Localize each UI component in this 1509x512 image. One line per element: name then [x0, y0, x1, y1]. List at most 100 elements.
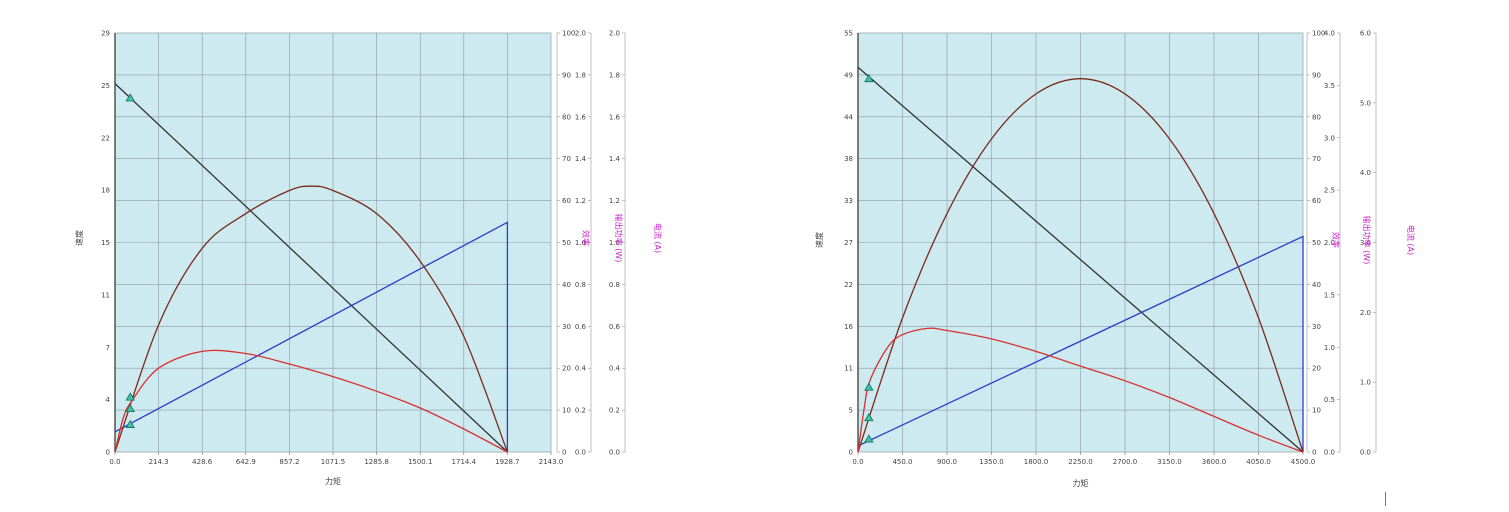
y2-axis-label: 效率 — [581, 230, 591, 246]
y-axis-label: 速度 — [74, 230, 84, 246]
y2-tick-label: 70 — [562, 155, 571, 163]
y4-axis-label: 电流 (A) — [653, 223, 663, 253]
operating-point-marker — [125, 392, 135, 401]
y4-tick-label: 2.0 — [1360, 309, 1371, 317]
y3-tick-label: 1.4 — [575, 155, 587, 163]
y2-tick-label: 60 — [562, 197, 571, 205]
y2-tick-label: 100 — [1312, 30, 1325, 38]
y4-tick-label: 1.6 — [609, 113, 621, 121]
y4-tick-label: 0.2 — [609, 407, 620, 415]
y4-tick-label: 1.0 — [1360, 379, 1371, 387]
y3-tick-label: 1.0 — [1324, 344, 1335, 352]
y-tick-label: 15 — [101, 239, 110, 247]
x-tick-label: 1071.5 — [321, 458, 346, 466]
y2-tick-label: 0 — [562, 449, 566, 457]
operating-point-marker — [864, 382, 874, 391]
y3-tick-label: 1.2 — [575, 197, 586, 205]
y3-tick-label: 1.5 — [1324, 291, 1335, 299]
y-tick-label: 11 — [844, 365, 853, 373]
x-tick-label: 900.0 — [937, 458, 957, 466]
y3-tick-label: 2.0 — [1324, 239, 1335, 247]
y4-tick-label: 0.4 — [609, 365, 621, 373]
y4-tick-label: 1.4 — [609, 155, 621, 163]
y-tick-label: 11 — [101, 291, 110, 299]
y-tick-label: 55 — [844, 30, 853, 38]
y3-tick-label: 0.6 — [575, 323, 587, 331]
x-tick-label: 2700.0 — [1113, 458, 1138, 466]
y4-tick-label: 0.8 — [609, 281, 620, 289]
y2-tick-label: 80 — [562, 113, 571, 121]
series-output-line — [114, 185, 509, 453]
y3-tick-label: 0.5 — [1324, 396, 1335, 404]
x-tick-label: 1928.7 — [495, 458, 520, 466]
y-tick-label: 33 — [844, 197, 853, 205]
x-tick-label: 857.2 — [279, 458, 299, 466]
x-tick-label: 214.3 — [149, 458, 169, 466]
x-tick-label: 1500.1 — [408, 458, 433, 466]
y2-tick-label: 40 — [562, 281, 571, 289]
y3-tick-label: 2.0 — [575, 30, 586, 38]
y-tick-label: 38 — [844, 155, 853, 163]
y-tick-label: 0 — [106, 449, 110, 457]
y-tick-label: 0 — [849, 449, 853, 457]
series-output-line — [857, 78, 1304, 453]
y3-tick-label: 3.5 — [1324, 82, 1335, 90]
y-tick-label: 27 — [844, 239, 853, 247]
y-tick-label: 22 — [844, 281, 853, 289]
series-efficiency-line — [114, 349, 508, 453]
x-tick-label: 642.9 — [236, 458, 256, 466]
y-tick-label: 29 — [101, 30, 110, 38]
y2-tick-label: 60 — [1312, 197, 1321, 205]
x-tick-label: 2143.0 — [539, 458, 564, 466]
y3-tick-label: 1.0 — [575, 239, 586, 247]
series-speed-line — [857, 66, 1304, 453]
x-tick-label: 1714.4 — [452, 458, 477, 466]
operating-point-marker — [864, 434, 874, 443]
y3-axis-label: 输出功率 (W) — [1362, 216, 1372, 265]
y-tick-label: 5 — [849, 407, 853, 415]
y3-tick-label: 0.0 — [1324, 449, 1335, 457]
y2-tick-label: 20 — [562, 365, 571, 373]
operating-point-marker — [125, 93, 135, 102]
x-tick-label: 4050.0 — [1246, 458, 1271, 466]
y2-tick-label: 90 — [562, 71, 571, 79]
y2-tick-label: 20 — [1312, 365, 1321, 373]
y-tick-label: 49 — [844, 71, 853, 79]
y3-tick-label: 0.4 — [575, 365, 587, 373]
y4-tick-label: 1.2 — [609, 197, 620, 205]
y2-tick-label: 40 — [1312, 281, 1321, 289]
y3-tick-label: 1.8 — [575, 71, 586, 79]
y2-tick-label: 10 — [1312, 407, 1321, 415]
y4-tick-label: 3.0 — [1360, 239, 1371, 247]
y4-tick-label: 2.0 — [609, 30, 620, 38]
y3-tick-label: 1.6 — [575, 113, 587, 121]
y-tick-label: 44 — [844, 113, 853, 121]
y4-tick-label: 1.0 — [609, 239, 620, 247]
x-tick-label: 3600.0 — [1202, 458, 1227, 466]
y4-tick-label: 0.0 — [1360, 449, 1371, 457]
x-axis-label: 力矩 — [325, 476, 341, 486]
y3-tick-label: 4.0 — [1324, 30, 1335, 38]
y4-tick-label: 5.0 — [1360, 99, 1371, 107]
operating-point-marker — [864, 412, 874, 422]
y2-tick-label: 50 — [1312, 239, 1321, 247]
y3-tick-label: 0.8 — [575, 281, 586, 289]
x-tick-label: 1285.8 — [364, 458, 389, 466]
x-tick-label: 1800.0 — [1024, 458, 1049, 466]
x-tick-label: 450.0 — [892, 458, 912, 466]
y-tick-label: 7 — [106, 344, 110, 352]
y3-tick-label: 0.2 — [575, 407, 586, 415]
text-cursor — [1385, 492, 1386, 506]
x-axis-label: 力矩 — [1073, 478, 1089, 488]
x-tick-label: 0.0 — [109, 458, 120, 466]
y-tick-label: 16 — [844, 323, 853, 331]
y2-tick-label: 70 — [1312, 155, 1321, 163]
operating-point-marker — [864, 73, 874, 83]
y-tick-label: 22 — [101, 134, 110, 142]
x-tick-label: 428.6 — [192, 458, 213, 466]
series-efficiency-line — [857, 327, 1304, 453]
x-tick-label: 4500.0 — [1291, 458, 1316, 466]
y2-tick-label: 30 — [1312, 323, 1321, 331]
x-tick-label: 2250.0 — [1068, 458, 1093, 466]
